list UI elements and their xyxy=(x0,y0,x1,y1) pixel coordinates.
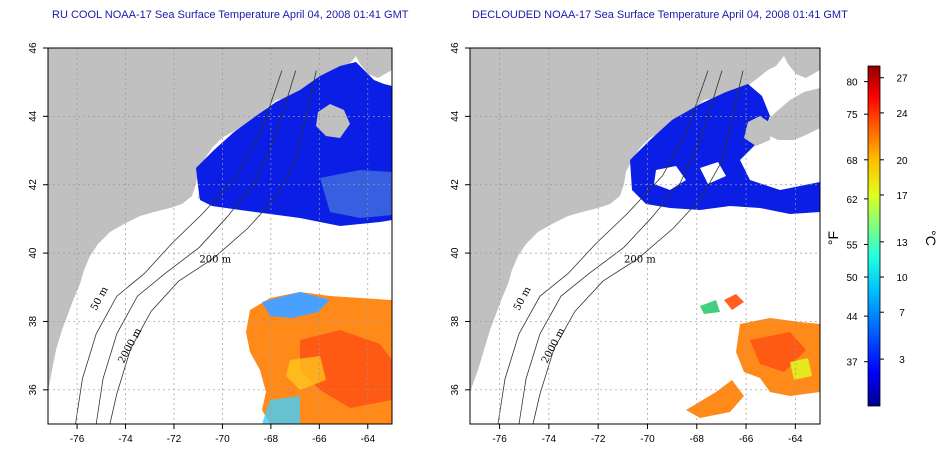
celsius-tick-label: 7 xyxy=(899,308,905,319)
right-panel-title: DECLOUDED NOAA-17 Sea Surface Temperatur… xyxy=(472,9,848,21)
map-frame xyxy=(469,47,821,425)
y-tick-label: 36 xyxy=(28,384,39,396)
y-tick-label: 42 xyxy=(450,179,461,191)
celsius-tick-label: 17 xyxy=(896,191,908,202)
x-tick-label: -70 xyxy=(215,434,230,445)
celsius-tick-label: 13 xyxy=(896,238,908,249)
celsius-unit-label: °C xyxy=(923,230,939,246)
celsius-tick-label: 10 xyxy=(896,273,908,284)
land-mass-right xyxy=(470,48,820,392)
y-tick-label: 38 xyxy=(28,315,39,327)
right-map-panel xyxy=(470,48,820,424)
bathymetry-contour xyxy=(518,70,723,425)
fahrenheit-tick-label: 62 xyxy=(846,195,858,206)
x-tick-label: -68 xyxy=(264,434,279,445)
y-tick-label: 46 xyxy=(450,42,461,54)
celsius-tick-label: 20 xyxy=(896,156,908,167)
y-tick-label: 38 xyxy=(450,315,461,327)
land-mass xyxy=(48,48,392,392)
y-tick-label: 44 xyxy=(450,110,461,122)
x-tick-label: -68 xyxy=(690,434,705,445)
colorbar: 27 24 20 17 13 10 7 3 80 75 68 62 55 50 44 37 °F °C xyxy=(825,65,939,407)
fahrenheit-tick-label: 37 xyxy=(846,358,858,369)
celsius-tick-label: 27 xyxy=(896,74,908,85)
x-tick-label: -66 xyxy=(312,434,327,445)
y-tick-label: 42 xyxy=(28,179,39,191)
fahrenheit-unit-label: °F xyxy=(825,231,841,245)
y-tick-label: 40 xyxy=(450,247,461,259)
x-tick-label: -74 xyxy=(118,434,133,445)
celsius-tick-label: 3 xyxy=(899,355,905,366)
x-tick-label: -76 xyxy=(492,434,507,445)
x-tick-label: -66 xyxy=(739,434,754,445)
fahrenheit-tick-label: 50 xyxy=(846,273,858,284)
left-map-panel xyxy=(48,48,392,424)
bathymetry-contour xyxy=(532,70,744,425)
bathymetry-contour xyxy=(75,70,283,425)
x-tick-label: -74 xyxy=(542,434,557,445)
fahrenheit-tick-label: 80 xyxy=(846,78,858,89)
y-tick-label: 40 xyxy=(28,247,39,259)
x-tick-label: -64 xyxy=(361,434,376,445)
bathymetry-contour xyxy=(95,70,297,425)
celsius-tick-label: 24 xyxy=(896,109,908,120)
fahrenheit-tick-label: 68 xyxy=(846,156,858,167)
y-tick-label: 36 xyxy=(450,384,461,396)
bathymetry-contour xyxy=(497,70,709,425)
map-frame xyxy=(47,47,393,425)
left-panel-title: RU COOL NOAA-17 Sea Surface Temperature … xyxy=(52,9,409,21)
x-tick-label: -72 xyxy=(167,434,182,445)
fahrenheit-tick-label: 44 xyxy=(846,312,858,323)
fahrenheit-tick-label: 75 xyxy=(846,110,858,121)
x-tick-label: -64 xyxy=(788,434,803,445)
x-tick-label: -70 xyxy=(640,434,655,445)
contour-label: 200 m xyxy=(624,254,656,265)
y-tick-label: 44 xyxy=(28,110,39,122)
bathymetry-contour xyxy=(109,70,317,425)
contour-label: 200 m xyxy=(199,254,231,265)
colorbar-gradient xyxy=(867,65,881,407)
x-tick-label: -72 xyxy=(591,434,606,445)
fahrenheit-tick-label: 55 xyxy=(846,240,858,251)
x-tick-label: -76 xyxy=(70,434,85,445)
y-tick-label: 46 xyxy=(28,42,39,54)
